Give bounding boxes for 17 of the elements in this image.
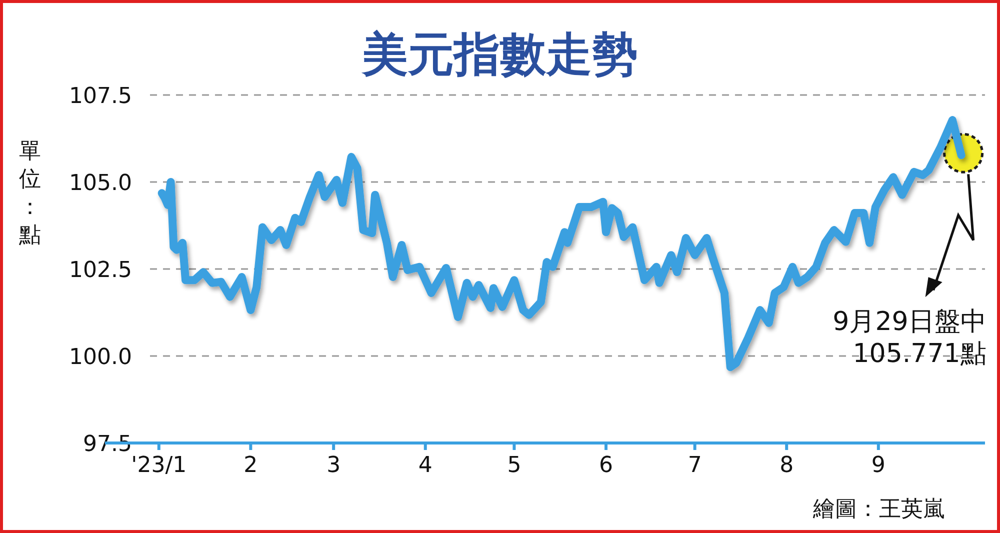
x-tick-label: 8: [780, 453, 794, 478]
y-tick-label: 107.5: [69, 84, 132, 109]
x-tick-label: 7: [688, 453, 702, 478]
x-tick-label: 5: [507, 453, 522, 478]
y-axis-title: 單位：點: [18, 139, 41, 248]
text: 繪圖：王英嵐: [812, 497, 945, 522]
x-tick-label: 3: [326, 453, 341, 478]
annotation: 9月29日盤中 105.771點: [832, 307, 986, 370]
x-tick-label: 4: [418, 453, 432, 478]
x-tick-label: '23/1: [131, 453, 187, 478]
y-tick-label: 100.0: [69, 345, 132, 370]
chart-title: 美元指數走勢: [361, 27, 638, 81]
x-tick-label: 6: [598, 453, 613, 478]
x-tick-label: 9: [871, 453, 886, 478]
y-tick-label: 105.0: [69, 171, 132, 196]
y-tick-label: 102.5: [69, 258, 132, 283]
x-tick-label: 2: [244, 453, 258, 478]
